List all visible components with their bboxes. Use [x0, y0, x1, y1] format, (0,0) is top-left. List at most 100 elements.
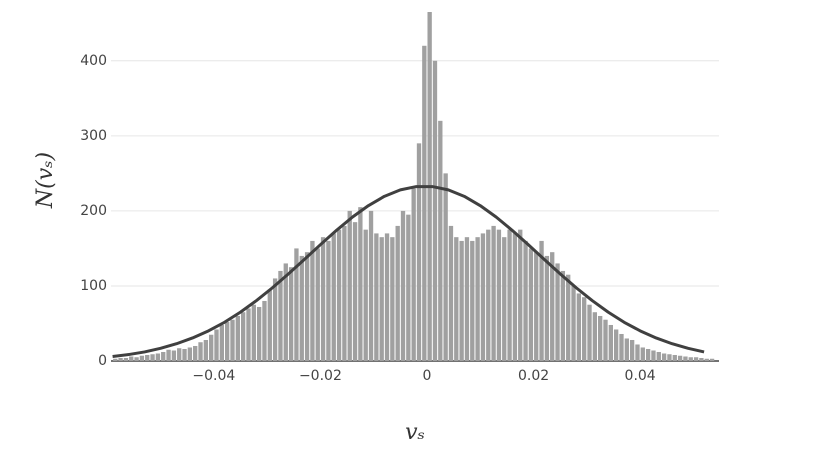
bar: [336, 229, 342, 361]
bar: [480, 233, 486, 361]
bar: [539, 240, 544, 361]
bar: [608, 324, 613, 361]
bar: [645, 348, 651, 361]
bar: [496, 229, 502, 361]
bar: [598, 315, 603, 361]
bar: [230, 319, 235, 361]
bar: [304, 252, 310, 361]
bar: [592, 312, 598, 361]
bar: [560, 270, 566, 361]
bar: [411, 188, 416, 361]
bar: [656, 351, 661, 361]
bar: [619, 333, 624, 361]
bar: [475, 237, 480, 361]
bar: [384, 233, 390, 361]
bar: [256, 306, 262, 361]
bar: [288, 267, 294, 361]
bar: [459, 240, 464, 361]
bar: [390, 237, 395, 361]
bar: [587, 304, 592, 361]
bar: [134, 357, 139, 361]
bar: [262, 300, 267, 361]
bar: [688, 357, 693, 361]
bar: [193, 345, 198, 361]
bar: [113, 358, 118, 361]
bar: [486, 229, 491, 361]
x-tick-label: 0.02: [518, 368, 549, 384]
bar: [661, 353, 667, 361]
bar: [651, 350, 656, 361]
bar: [299, 255, 304, 361]
bar: [624, 338, 629, 361]
bar: [464, 237, 470, 361]
bar: [203, 339, 209, 361]
bar: [699, 357, 704, 361]
bar: [320, 237, 326, 361]
bar: [454, 237, 459, 361]
bar: [491, 225, 496, 361]
bar: [502, 237, 507, 361]
bar: [512, 233, 518, 361]
bar: [629, 339, 635, 361]
bar: [342, 225, 347, 361]
bar: [118, 357, 123, 361]
bar: [518, 229, 523, 361]
bar: [704, 358, 709, 361]
bar: [672, 354, 677, 361]
bar: [683, 356, 688, 361]
bar: [443, 173, 448, 361]
bar: [693, 357, 699, 361]
y-tick-label: 300: [80, 128, 107, 144]
bar: [603, 319, 608, 361]
bar: [166, 349, 171, 361]
bar: [534, 252, 539, 361]
x-tick-label: 0: [423, 368, 432, 384]
bar: [677, 355, 683, 361]
bar: [182, 348, 187, 361]
bar: [448, 225, 454, 361]
bar: [528, 248, 534, 361]
bar: [246, 308, 251, 361]
bar: [310, 240, 315, 361]
bar: [709, 358, 715, 361]
x-axis-label: vₛ: [405, 420, 425, 445]
bar: [379, 237, 384, 361]
bar: [640, 347, 645, 361]
bar: [187, 347, 193, 361]
y-tick-label: 400: [80, 53, 107, 69]
bar: [507, 229, 512, 361]
bar: [251, 304, 256, 361]
bar: [374, 233, 379, 361]
bar: [368, 210, 374, 361]
bar: [432, 60, 438, 361]
bar: [438, 120, 443, 361]
bar: [470, 240, 475, 361]
bar: [171, 350, 177, 361]
fit-curve: [112, 185, 705, 358]
bar: [145, 354, 150, 361]
bar: [240, 312, 246, 361]
bar: [155, 353, 161, 361]
bar: [406, 214, 411, 361]
bar: [635, 344, 640, 361]
bar: [400, 210, 406, 361]
bar: [315, 248, 320, 361]
bar: [326, 240, 331, 361]
bar: [571, 285, 576, 361]
bar: [161, 351, 166, 361]
bar: [123, 357, 129, 361]
bar: [283, 263, 288, 361]
bar: [416, 143, 422, 361]
bar: [523, 240, 528, 361]
y-tick-label: 0: [98, 353, 107, 369]
bar: [209, 334, 214, 361]
bar: [225, 321, 230, 361]
bar: [129, 356, 134, 361]
bar: [352, 222, 358, 361]
bar: [177, 348, 182, 361]
bar: [555, 263, 560, 361]
y-tick-label: 200: [80, 203, 107, 219]
bar: [576, 293, 582, 361]
x-tick-label: −0.04: [192, 368, 235, 384]
